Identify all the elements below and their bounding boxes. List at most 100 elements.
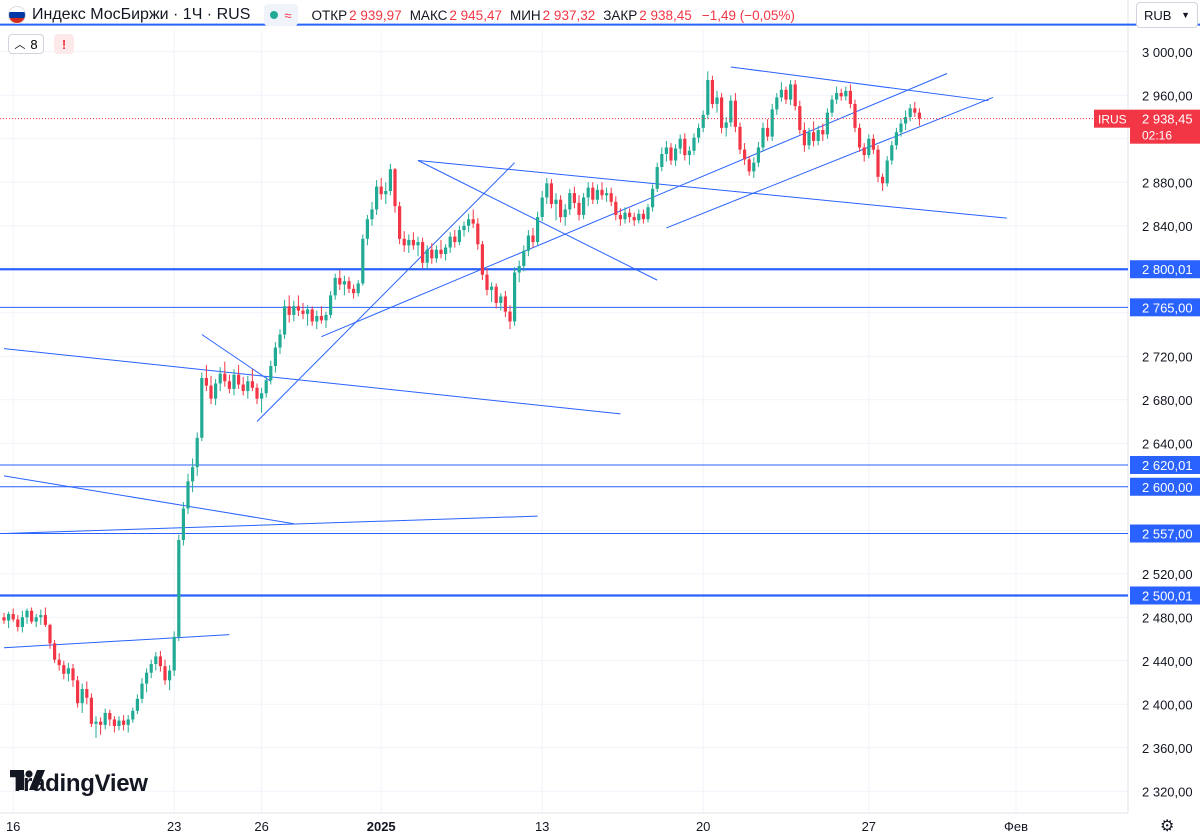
trend-line — [256, 162, 515, 422]
trend-line — [3, 475, 294, 525]
candle-body — [62, 665, 66, 674]
candle-body — [701, 114, 705, 128]
candle-body — [200, 378, 204, 438]
candle-body — [462, 225, 466, 231]
wave-icon: ≈ — [284, 7, 292, 23]
candle-body — [904, 117, 908, 124]
indicators-collapse-button[interactable]: ︿ 8 — [8, 34, 44, 54]
candle-body — [729, 100, 733, 123]
trend-line — [321, 73, 948, 338]
candle-body — [145, 672, 149, 684]
tradingview-logo-icon — [10, 770, 45, 790]
russia-flag-icon — [8, 6, 26, 24]
candle-body — [531, 235, 535, 243]
candle-body — [448, 236, 452, 248]
market-status-pill[interactable]: ≈ — [264, 4, 298, 26]
candle-body — [641, 213, 645, 220]
candle-body — [135, 698, 139, 711]
candle-body — [168, 670, 172, 681]
x-tick-label: Фев — [1004, 819, 1028, 834]
candle-body — [706, 80, 710, 115]
candle-body — [425, 249, 429, 263]
candle-body — [227, 381, 231, 389]
candle-body — [356, 283, 360, 294]
candle-body — [306, 309, 310, 314]
candle-body — [246, 381, 250, 392]
candle-body — [172, 636, 176, 671]
candle-body — [301, 310, 305, 314]
candle-body — [361, 238, 365, 284]
y-tick-label: 2 400,00 — [1142, 697, 1193, 712]
trend-line — [417, 160, 1007, 219]
candle-body — [25, 610, 29, 618]
candle-body — [595, 189, 599, 200]
candle-body — [503, 296, 507, 312]
candle-body — [646, 207, 650, 220]
candle-body — [798, 106, 802, 131]
candle-body — [720, 97, 724, 128]
x-tick-label: 2025 — [367, 819, 396, 834]
candle-body — [623, 212, 627, 220]
candle-body — [158, 656, 162, 667]
candle-body — [218, 373, 222, 384]
x-tick-label: 27 — [862, 819, 876, 834]
symbol-title[interactable]: Индекс МосБиржи · 1Ч · RUS — [32, 6, 251, 23]
price-level-label: 2 600,00 — [1142, 480, 1193, 495]
candle-body — [678, 138, 682, 149]
price-level-badge — [1130, 524, 1200, 543]
candle-body — [430, 249, 434, 259]
candle-body — [844, 90, 848, 97]
candle-body — [899, 123, 903, 133]
candle-body — [908, 108, 912, 117]
candle-body — [600, 189, 604, 196]
gear-icon[interactable]: ⚙ — [1160, 818, 1175, 835]
candle-body — [457, 230, 461, 243]
candle-body — [39, 615, 43, 618]
candle-body — [241, 384, 245, 392]
candle-body — [379, 186, 383, 195]
candle-body — [416, 242, 420, 246]
tradingview-logo[interactable]: TradingView — [10, 770, 148, 798]
candle-body — [214, 383, 218, 399]
y-tick-label: 2 720,00 — [1142, 349, 1193, 364]
y-tick-label: 2 840,00 — [1142, 219, 1193, 234]
candle-body — [471, 219, 475, 224]
candle-body — [20, 617, 24, 628]
trend-line — [3, 634, 230, 649]
legend-header: Индекс МосБиржи · 1Ч · RUS ≈ ОТКР 2 939,9… — [0, 0, 795, 30]
candle-body — [871, 138, 875, 150]
currency-select[interactable]: RUB ▼ — [1136, 2, 1198, 28]
candle-body — [508, 311, 512, 322]
alert-icon[interactable]: ! — [54, 34, 74, 54]
candle-body — [632, 217, 636, 221]
trend-line — [666, 96, 994, 229]
last-price-label: 2 938,45 — [1142, 112, 1193, 127]
candle-body — [591, 187, 595, 200]
price-level-label: 2 620,01 — [1142, 458, 1193, 473]
candle-body — [517, 265, 521, 273]
candle-body — [66, 668, 70, 674]
candle-body — [329, 295, 333, 315]
candle-body — [499, 296, 503, 303]
price-level-badge — [1130, 260, 1200, 279]
market-open-dot-icon — [270, 11, 279, 19]
candle-body — [586, 187, 590, 198]
price-level-label: 2 800,01 — [1142, 262, 1193, 277]
candle-body — [232, 374, 236, 389]
candle-body — [250, 381, 254, 388]
close-label: ЗАКР — [603, 7, 638, 23]
candle-body — [540, 197, 544, 218]
candle-body — [411, 239, 415, 246]
candle-body — [545, 183, 549, 198]
y-tick-label: 2 640,00 — [1142, 436, 1193, 451]
candle-body — [53, 643, 57, 660]
trend-line — [201, 334, 272, 382]
countdown-label: 02:16 — [1142, 129, 1172, 143]
candle-body — [664, 147, 668, 154]
candle-body — [835, 93, 839, 100]
candle-body — [609, 193, 613, 202]
candle-body — [816, 130, 820, 141]
candle-body — [278, 334, 282, 348]
